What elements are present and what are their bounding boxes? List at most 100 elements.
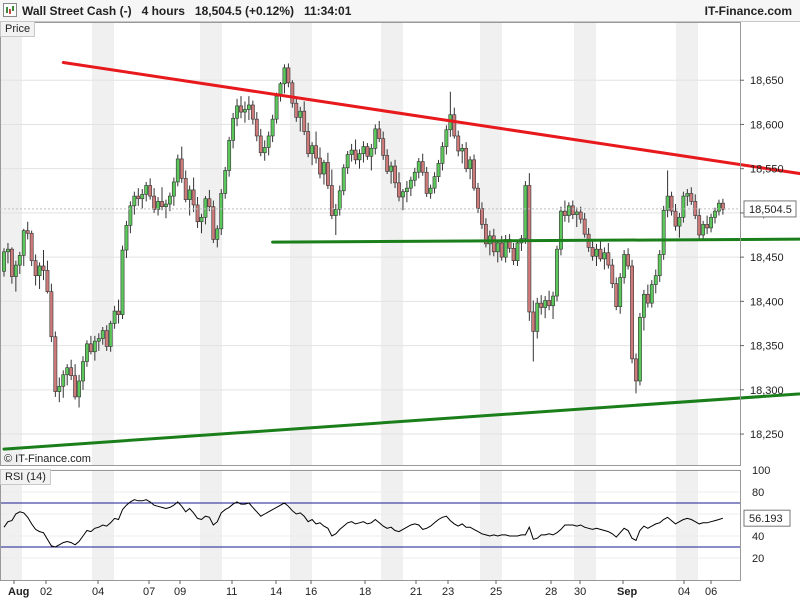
candle-body-down — [689, 193, 694, 202]
candle — [243, 101, 247, 123]
candle-body-down — [630, 265, 634, 360]
candle — [179, 146, 184, 183]
candle-body-up — [235, 105, 239, 119]
candle-body-up — [120, 249, 125, 315]
candle-body-up — [144, 185, 149, 195]
candle — [92, 335, 97, 361]
candle-body-up — [81, 361, 85, 382]
candle — [373, 124, 378, 155]
candle — [602, 247, 607, 270]
candle — [634, 353, 638, 394]
candle — [112, 305, 117, 329]
candle-body-down — [397, 182, 401, 198]
candle — [235, 98, 239, 127]
candle-body-down — [136, 195, 141, 200]
price-axis: 18,25018,30018,35018,40018,45018,50018,5… — [0, 75, 797, 441]
candle-body-up — [701, 224, 706, 236]
time-bands — [0, 22, 698, 580]
candle-body-down — [53, 336, 58, 392]
time-band — [200, 22, 222, 465]
candle-body-up — [602, 252, 607, 260]
candle-body-up — [6, 248, 10, 253]
candle-body-down — [254, 118, 259, 137]
candle-body-down — [669, 195, 674, 212]
candle — [57, 377, 62, 403]
candle — [81, 356, 85, 390]
candle — [401, 189, 405, 211]
candle — [148, 178, 153, 200]
candle-body-up — [681, 195, 686, 218]
candle — [606, 242, 611, 269]
candle-body-down — [385, 155, 390, 172]
candle — [175, 154, 180, 187]
candle — [535, 297, 540, 339]
candle — [452, 107, 457, 139]
candle-body-up — [543, 300, 548, 308]
candle-body-up — [341, 167, 346, 192]
candle — [649, 280, 654, 308]
time-band — [574, 470, 596, 580]
candlestick-series — [2, 63, 725, 408]
candle-body-up — [717, 202, 721, 212]
time-band — [290, 470, 312, 580]
candle-body-up — [199, 217, 204, 223]
rsi-series — [0, 499, 740, 548]
candle — [432, 172, 437, 194]
price-panel-frame — [0, 22, 741, 466]
candle-body-up — [566, 205, 571, 216]
candle — [203, 196, 208, 225]
candle — [89, 335, 93, 355]
candle — [100, 327, 105, 345]
candle-body-down — [547, 300, 552, 307]
rsi-axis: 2040608010056.193 — [743, 465, 791, 565]
time-tick-label: 18 — [359, 586, 371, 598]
candle-body-up — [231, 117, 236, 141]
candle-body-up — [685, 193, 690, 197]
candle — [582, 212, 587, 238]
horizontal-trendline — [271, 237, 800, 244]
candle-body-up — [661, 209, 666, 255]
candle — [96, 333, 101, 351]
rsi-tick-label: 20 — [752, 553, 764, 565]
candle — [302, 101, 307, 136]
candle-body-up — [266, 135, 271, 148]
candle-body-up — [282, 67, 287, 85]
candle-body-down — [626, 254, 631, 267]
candle-body-up — [638, 316, 642, 382]
candle-body-up — [444, 129, 449, 147]
candle — [566, 202, 571, 223]
candle-body-down — [452, 114, 457, 137]
candle — [73, 364, 78, 400]
candle-body-up — [274, 95, 279, 120]
time-tick-label: 04 — [92, 586, 104, 598]
candle-body-down — [314, 145, 318, 159]
candle-body-down — [211, 206, 216, 240]
candle — [120, 245, 125, 320]
candle — [681, 191, 686, 223]
candle — [298, 106, 303, 132]
time-band — [480, 470, 502, 580]
candle-body-up — [436, 163, 441, 177]
candle — [6, 242, 10, 264]
candle-body-up — [171, 181, 176, 197]
chart-icon — [3, 3, 17, 17]
candle-body-up — [92, 340, 97, 353]
candle-body-down — [598, 248, 603, 260]
candle-body-up — [649, 284, 654, 304]
time-tick-label: 28 — [545, 586, 557, 598]
candle-body-up — [243, 109, 247, 113]
candle — [673, 204, 678, 231]
candle — [562, 200, 567, 222]
candle — [408, 176, 413, 197]
time-band — [0, 470, 22, 580]
candle-body-down — [393, 165, 397, 184]
candle-body-up — [416, 161, 421, 173]
candle-body-up — [2, 251, 6, 272]
candle — [333, 204, 338, 236]
time-tick-label: 23 — [442, 586, 454, 598]
candle — [294, 97, 299, 122]
candle-body-up — [65, 367, 70, 376]
candle — [160, 187, 164, 211]
candle-body-up — [468, 159, 473, 169]
